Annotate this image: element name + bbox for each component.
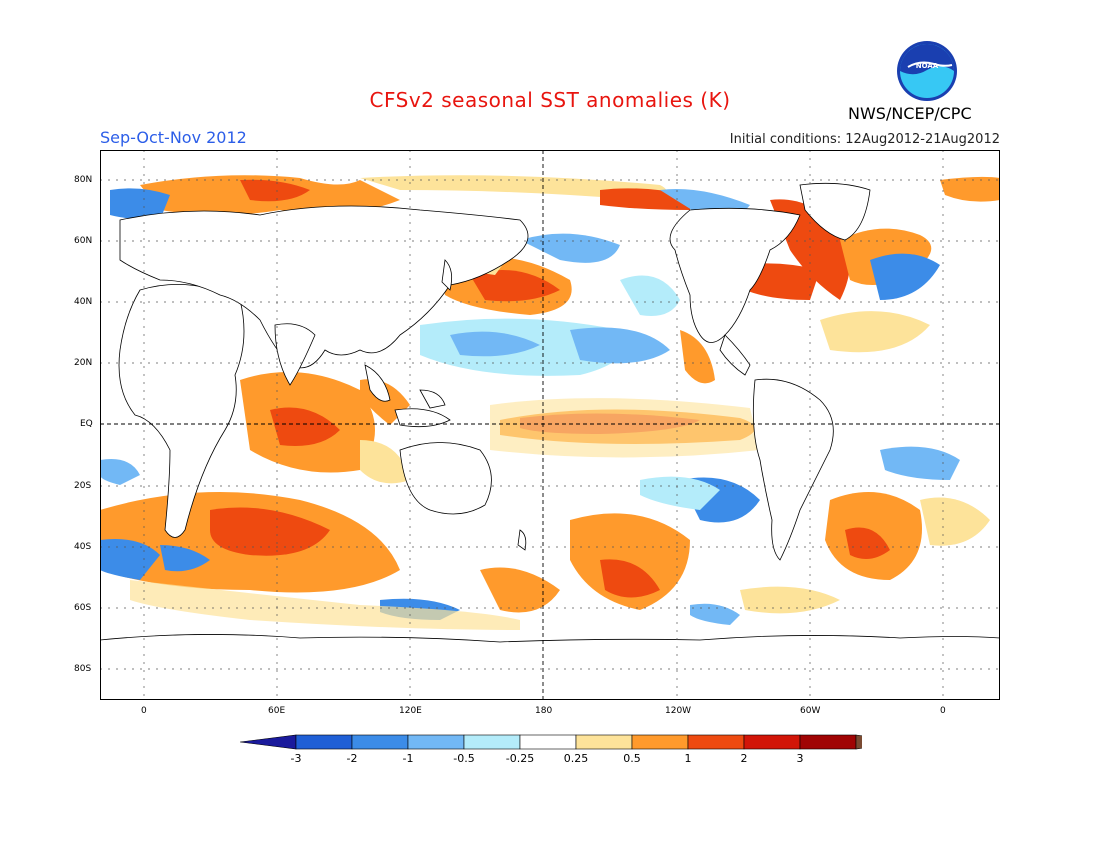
lat-label: 40N [74, 297, 93, 307]
colorbar-box [631, 734, 689, 750]
noaa-logo-icon: NOAA [897, 41, 957, 101]
chart-title: CFSv2 seasonal SST anomalies (K) [369, 88, 731, 112]
lon-label: 120E [399, 706, 422, 716]
colorbar-tick-label: 0.5 [623, 752, 641, 765]
anomaly-field [100, 175, 1000, 630]
colorbar-tick-label: -0.5 [453, 752, 475, 765]
organization-label: NWS/NCEP/CPC [848, 104, 972, 123]
colorbar-box [407, 734, 465, 750]
colorbar-tick-label: 1 [684, 752, 692, 765]
lon-label: 60W [800, 706, 821, 716]
colorbar-tick-label: -3 [290, 752, 302, 765]
lat-label: 60S [74, 603, 92, 613]
colorbar-box [743, 734, 801, 750]
sst-anomaly-map [100, 150, 1000, 700]
lon-label: 120W [665, 706, 692, 716]
colorbar-tick-label: -2 [346, 752, 358, 765]
colorbar-box [463, 734, 521, 750]
colorbar [240, 734, 862, 750]
logo-text: NOAA [916, 62, 939, 70]
colorbar-tick-label: -0.25 [505, 752, 535, 765]
lon-label: 0 [940, 706, 946, 716]
lat-label: 80S [74, 664, 92, 674]
colorbar-tick-label: 3 [796, 752, 804, 765]
grid-lines [100, 150, 1000, 700]
lat-label: 60N [74, 236, 93, 246]
lat-label: 80N [74, 175, 93, 185]
initial-conditions-label: Initial conditions: 12Aug2012-21Aug2012 [729, 132, 1000, 147]
colorbar-max-arrow [855, 734, 862, 750]
colorbar-tick-label: 0.25 [563, 752, 589, 765]
colorbar-box [295, 734, 353, 750]
colorbar-box [687, 734, 745, 750]
colorbar-box [575, 734, 633, 750]
equator-dateline [100, 150, 1000, 700]
colorbar-tick-label: 2 [740, 752, 748, 765]
lon-label: 60E [268, 706, 286, 716]
season-label: Sep-Oct-Nov 2012 [100, 128, 247, 147]
colorbar-box [799, 734, 857, 750]
colorbar-box [519, 734, 577, 750]
lat-label: EQ [80, 419, 93, 429]
continents [100, 182, 1000, 700]
lat-label: 20S [74, 481, 92, 491]
colorbar-min-arrow [240, 734, 297, 750]
lat-label: 20N [74, 358, 93, 368]
colorbar-tick-label: -1 [402, 752, 414, 765]
lon-label: 0 [141, 706, 147, 716]
colorbar-box [351, 734, 409, 750]
lat-label: 40S [74, 542, 92, 552]
lon-label: 180 [535, 706, 553, 716]
